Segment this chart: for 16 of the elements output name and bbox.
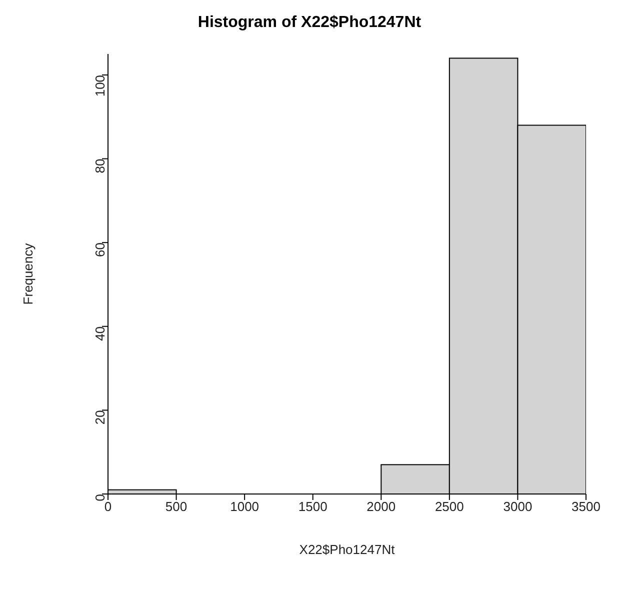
y-tick-label: 60 xyxy=(92,242,108,258)
x-tick-label: 1000 xyxy=(230,499,260,514)
x-tick-label: 500 xyxy=(165,499,188,514)
x-tick-label: 3500 xyxy=(572,499,600,514)
y-tick-label: 20 xyxy=(92,410,108,425)
x-tick-label: 1500 xyxy=(298,499,328,514)
x-tick-label: 3000 xyxy=(503,499,532,514)
y-tick-label: 0 xyxy=(92,494,108,502)
x-axis-title: X22$Pho1247Nt xyxy=(299,542,396,557)
y-tick-label: 100 xyxy=(92,74,108,97)
chart-title: Histogram of X22$Pho1247Nt xyxy=(196,14,422,33)
y-axis-title: Frequency xyxy=(20,242,36,305)
x-tick-label: 2500 xyxy=(434,499,464,514)
y-tick-label: 80 xyxy=(92,158,108,174)
y-tick-label: 40 xyxy=(92,326,108,341)
x-tick-label: 2000 xyxy=(366,499,396,514)
